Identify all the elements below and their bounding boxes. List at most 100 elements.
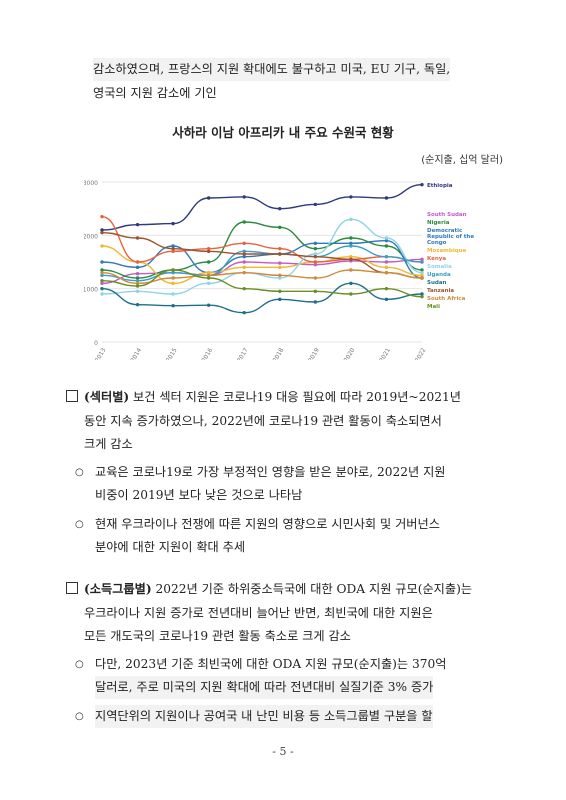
chart-svg: 0 1000 2000 3000 2013 2014 2015 2016 2017 2018 201… <box>83 180 475 364</box>
legend-label: Tanzania <box>427 288 454 294</box>
data-point <box>100 270 104 275</box>
data-point <box>313 252 318 256</box>
circle-bullet-icon: ○ <box>75 659 84 670</box>
data-point <box>100 286 104 291</box>
data-point <box>349 236 353 240</box>
data-point <box>171 276 175 280</box>
data-point <box>135 222 140 227</box>
y-tick-label: 3000 <box>84 180 98 187</box>
x-tick-label: 2022 <box>414 347 428 360</box>
income-paragraph-line-1: (소득그룹별) 2022년 기준 하위중소득국에 대한 ODA 지원 규모(순지… <box>66 578 472 601</box>
data-point <box>242 249 246 254</box>
legend-label: Democratic Republic of the Congo <box>427 228 474 246</box>
legend-label: Nigeria <box>427 220 450 226</box>
x-tick-label: 2020 <box>343 347 357 360</box>
data-point <box>420 276 424 280</box>
data-point <box>420 268 424 272</box>
data-point <box>242 270 246 275</box>
data-point <box>100 281 104 286</box>
data-point <box>349 241 353 246</box>
data-point <box>171 268 175 272</box>
data-point <box>206 246 211 251</box>
data-point <box>100 228 104 232</box>
data-point <box>349 268 353 272</box>
sector-sub2-line-1: 현재 우크라이나 전쟁에 따른 지원의 영향으로 시민사회 및 거버넌스 <box>95 517 440 531</box>
series-line <box>101 269 423 285</box>
data-point <box>313 246 318 251</box>
data-point <box>242 241 246 246</box>
data-point <box>384 297 389 302</box>
data-point <box>171 246 175 251</box>
data-point <box>349 292 353 296</box>
data-point <box>242 286 246 291</box>
circle-bullet-icon: ○ <box>75 519 84 530</box>
data-point <box>100 260 104 264</box>
data-point <box>349 281 353 286</box>
data-point <box>171 281 175 286</box>
x-tick-label: 2019 <box>307 347 321 360</box>
intro-line-2: 영국의 지원 감소에 기인 <box>93 86 217 100</box>
data-point <box>206 249 211 254</box>
series-line <box>101 215 423 263</box>
data-point <box>313 289 318 294</box>
data-point <box>384 286 389 291</box>
data-point <box>100 268 104 272</box>
x-tick-label: 2016 <box>201 347 215 360</box>
data-point <box>135 289 140 294</box>
figure-title: 사하라 이남 아프리카 내 주요 수원국 현황 <box>172 125 394 140</box>
circle-bullet-icon: ○ <box>75 467 84 478</box>
data-point <box>384 265 389 270</box>
legend-label: Ethiopia <box>427 183 453 189</box>
square-bullet-icon <box>66 582 78 594</box>
sector-label: (섹터별) <box>84 390 130 404</box>
income-sub1-line-1: 다만, 2023년 기준 최빈국에 대한 ODA 지원 규모(순지출)는 370… <box>95 657 447 671</box>
data-point <box>206 270 211 275</box>
data-point <box>100 273 104 278</box>
data-point <box>384 270 389 275</box>
series-line <box>101 231 423 279</box>
series-line <box>101 245 423 285</box>
data-point <box>420 294 424 299</box>
data-point <box>242 260 246 264</box>
legend-label: Mali <box>427 304 440 310</box>
legend-label: Mozambique <box>427 248 467 254</box>
legend-label: Kenya <box>427 256 446 262</box>
data-point <box>313 300 318 304</box>
sector-paragraph-line-3: 크게 감소 <box>84 437 133 451</box>
data-point <box>100 230 104 235</box>
data-point <box>313 241 318 246</box>
series-line <box>101 245 423 282</box>
income-paragraph-line-2: 우크라이나 지원 증가로 전년대비 늘어난 반면, 최빈국에 대한 지원은 <box>84 606 433 620</box>
y-tick-label: 0 <box>94 340 98 347</box>
data-point <box>100 214 104 219</box>
data-point <box>349 195 353 199</box>
legend-label: Somalia <box>427 264 452 270</box>
data-point <box>278 246 282 251</box>
line-chart: 0 1000 2000 3000 2013 2014 2015 2016 2017 2018 201… <box>83 172 509 364</box>
data-point <box>100 292 104 296</box>
data-point <box>171 292 175 296</box>
data-point <box>206 196 211 200</box>
data-point <box>171 304 175 308</box>
data-point <box>242 195 246 199</box>
intro-line-1: 감소하였으며, 프랑스의 지원 확대에도 불구하고 미국, EU 기구, 독일, <box>93 58 451 81</box>
data-point <box>171 270 175 275</box>
data-point <box>135 284 140 288</box>
data-point <box>420 182 424 187</box>
figure-unit: (순지출, 십억 달러) <box>421 155 503 166</box>
data-point <box>100 278 104 283</box>
x-tick-label: 2018 <box>272 347 286 360</box>
sector-text-1: 보건 섹터 지원은 코로나19 대응 필요에 따라 2019년~2021년 <box>129 390 461 404</box>
y-tick-label: 1000 <box>84 287 98 294</box>
income-sub2-line-1: 지역단위의 지원이나 공여국 내 난민 비용 등 소득그룹별 구분을 할 <box>95 705 433 728</box>
page-number: - 5 - <box>272 745 294 758</box>
data-point <box>135 276 140 280</box>
data-point <box>206 273 211 278</box>
data-point <box>206 281 211 286</box>
data-point <box>171 244 175 248</box>
data-point <box>313 260 318 264</box>
series-line <box>101 269 423 298</box>
data-point <box>206 276 211 280</box>
data-point <box>278 225 282 230</box>
circle-bullet-icon: ○ <box>75 711 84 722</box>
